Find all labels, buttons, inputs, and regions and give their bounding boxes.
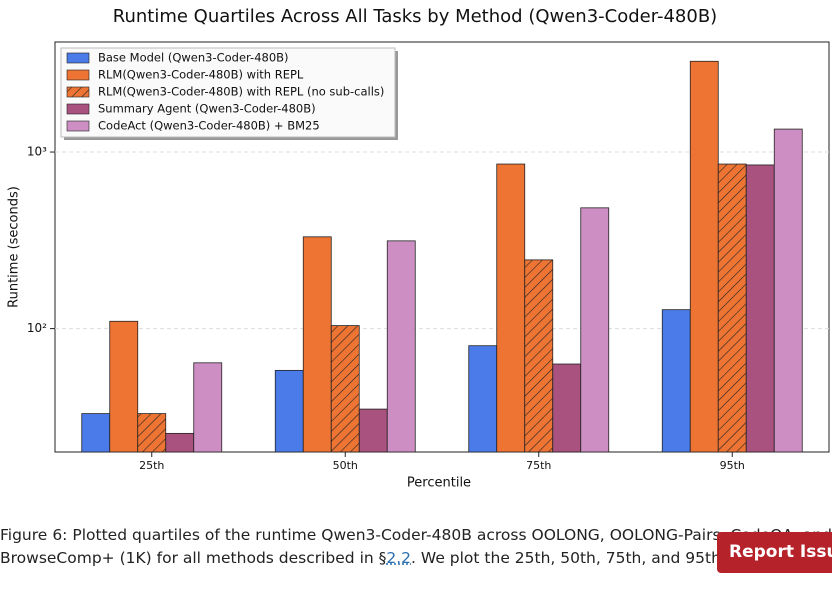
- y-tick-label: 10²: [27, 321, 47, 335]
- x-tick-label: 50th: [333, 459, 358, 472]
- chart: Runtime Quartiles Across All Tasks by Me…: [0, 0, 832, 510]
- bar: [138, 414, 166, 452]
- x-tick-label: 95th: [720, 459, 745, 472]
- chart-title: Runtime Quartiles Across All Tasks by Me…: [113, 6, 717, 27]
- legend-swatch: [67, 53, 89, 63]
- bar: [331, 326, 359, 452]
- bar: [110, 321, 138, 452]
- report-issue-button[interactable]: Report Issue: [717, 532, 832, 573]
- legend-label: RLM(Qwen3-Coder-480B) with REPL (no sub-…: [98, 85, 384, 99]
- legend-swatch: [67, 70, 89, 80]
- bar: [774, 129, 802, 452]
- bar: [525, 260, 553, 452]
- legend-swatch: [67, 87, 89, 97]
- bar: [194, 363, 222, 452]
- x-axis-label: Percentile: [407, 476, 471, 491]
- legend-label: Summary Agent (Qwen3-Coder-480B): [98, 102, 316, 116]
- x-tick-label: 25th: [139, 459, 164, 472]
- bar: [690, 61, 718, 452]
- legend-label: RLM(Qwen3-Coder-480B) with REPL: [98, 68, 304, 82]
- bar: [359, 409, 387, 452]
- bar: [662, 310, 690, 452]
- legend-swatch: [67, 104, 89, 114]
- legend-label: CodeAct (Qwen3-Coder-480B) + BM25: [98, 119, 320, 133]
- bar: [82, 414, 110, 452]
- bar: [718, 164, 746, 452]
- bar: [581, 208, 609, 452]
- legend-label: Base Model (Qwen3-Coder-480B): [98, 51, 289, 65]
- bar: [275, 370, 303, 452]
- y-axis-label: Runtime (seconds): [7, 186, 22, 308]
- bar: [166, 433, 194, 452]
- x-tick-label: 75th: [526, 459, 551, 472]
- bar: [469, 346, 497, 452]
- bar: [553, 364, 581, 452]
- bar: [746, 165, 774, 452]
- bar: [303, 237, 331, 452]
- bar: [497, 164, 525, 452]
- caption: Figure 6: Plotted quartiles of the runti…: [0, 524, 832, 570]
- y-tick-label: 10³: [27, 145, 47, 159]
- bar: [387, 241, 415, 452]
- legend-swatch: [67, 121, 89, 131]
- section-link[interactable]: 2.2: [386, 549, 411, 567]
